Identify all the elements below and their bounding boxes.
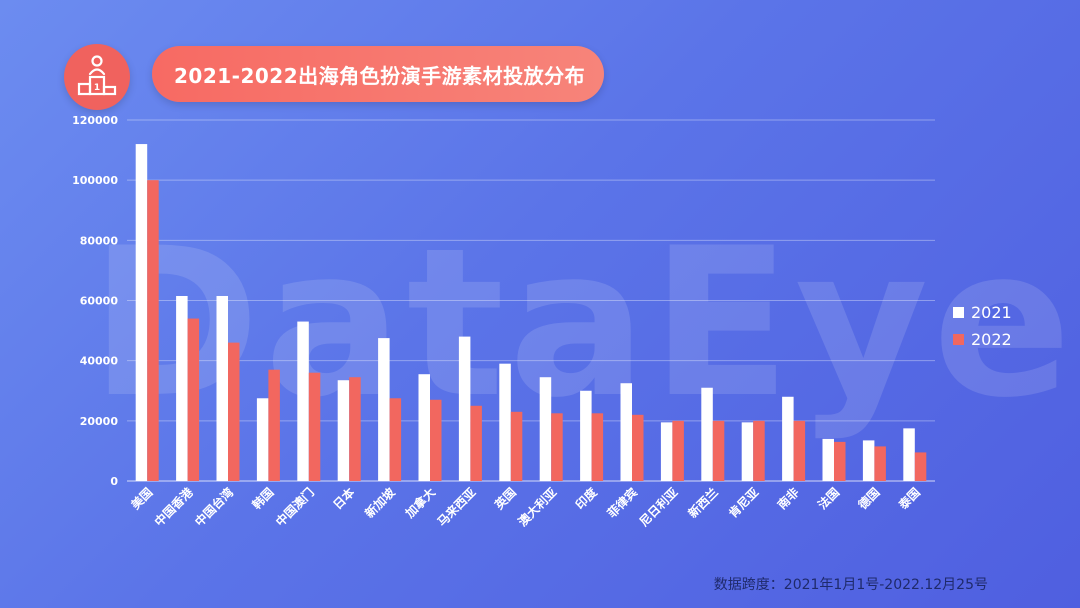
x-tick-label: 中国香港 — [151, 484, 196, 529]
x-tick-label: 尼日利亚 — [636, 485, 681, 530]
bar-2022 — [914, 452, 927, 481]
bar-2021 — [135, 144, 148, 482]
chart-title: 2021-2022出海角色扮演手游素材投放分布 — [174, 63, 586, 88]
y-tick-label: 40000 — [80, 355, 119, 368]
x-tick-label: 美国 — [128, 485, 156, 513]
bar-2021 — [822, 438, 834, 481]
svg-text:1: 1 — [94, 83, 100, 93]
bar-2021 — [741, 422, 754, 481]
x-tick-label: 加拿大 — [401, 485, 438, 522]
y-tick-label: 100000 — [72, 174, 118, 187]
x-tick-label: 澳大利亚 — [515, 485, 560, 530]
bar-2021 — [539, 377, 552, 481]
bar-2021 — [782, 396, 794, 481]
x-tick-label: 日本 — [330, 485, 358, 513]
bar-2022 — [470, 405, 482, 481]
bar-2021 — [580, 390, 592, 481]
title-banner: 2021-2022出海角色扮演手游素材投放分布 — [152, 46, 604, 102]
podium-icon: 1 — [77, 55, 117, 96]
bar-2021 — [176, 295, 188, 481]
y-tick-label: 0 — [110, 475, 118, 488]
x-tick-label: 泰国 — [895, 485, 923, 513]
legend-swatch — [953, 307, 964, 318]
bar-2022 — [793, 420, 806, 481]
bar-2022 — [308, 372, 321, 481]
bar-2021 — [256, 398, 269, 481]
y-tick-label: 60000 — [80, 295, 119, 308]
bar-2022 — [187, 318, 200, 481]
bar-2022 — [349, 377, 361, 481]
bar-2022 — [874, 446, 886, 481]
bar-2022 — [551, 413, 563, 481]
bar-2021 — [216, 295, 228, 481]
x-tick-label: 菲律宾 — [604, 485, 640, 521]
bar-2022 — [753, 420, 765, 481]
x-tick-label: 英国 — [491, 485, 519, 513]
x-tick-label: 新加坡 — [362, 484, 399, 521]
bar-2021 — [418, 374, 430, 481]
bar-2022 — [834, 441, 846, 481]
bar-2021 — [499, 363, 511, 481]
legend-swatch — [953, 334, 964, 345]
bar-2021 — [458, 336, 471, 481]
x-tick-label: 德国 — [855, 485, 883, 513]
bar-2022 — [632, 414, 644, 481]
bar-2021 — [701, 387, 713, 481]
bar-2022 — [430, 399, 442, 481]
data-range-footnote: 数据跨度：2021年1月1号-2022.12月25号 — [713, 577, 988, 593]
x-tick-label: 印度 — [572, 484, 600, 512]
bar-2022 — [672, 420, 684, 481]
bar-2022 — [712, 420, 725, 481]
legend-label: 2021 — [971, 303, 1012, 322]
bar-2022 — [510, 411, 523, 481]
x-tick-label: 马来西亚 — [434, 485, 479, 530]
x-tick-label: 中国台湾 — [192, 485, 237, 530]
x-tick-label: 中国澳门 — [272, 485, 317, 530]
x-tick-label: 韩国 — [249, 485, 277, 513]
bar-2022 — [389, 398, 402, 481]
bar-2021 — [378, 338, 390, 481]
bar-2022 — [147, 180, 159, 481]
bar-2022 — [228, 342, 240, 481]
bar-2021 — [903, 428, 915, 481]
x-tick-label: 南非 — [774, 485, 802, 513]
bar-2021 — [337, 380, 350, 481]
bar-2022 — [591, 413, 604, 481]
legend-label: 2022 — [971, 330, 1012, 349]
bar-2021 — [660, 422, 673, 481]
bar-2021 — [297, 321, 309, 481]
bar-2022 — [268, 369, 280, 481]
podium-badge: 1 — [64, 44, 130, 110]
x-tick-label: 新西兰 — [685, 485, 721, 521]
bar-2021 — [862, 440, 875, 481]
y-tick-label: 120000 — [72, 114, 118, 127]
y-tick-label: 20000 — [80, 415, 119, 428]
bar-2021 — [620, 383, 632, 481]
x-tick-label: 肯尼亚 — [725, 485, 761, 521]
x-tick-label: 法国 — [815, 485, 843, 513]
y-tick-label: 80000 — [80, 234, 119, 247]
